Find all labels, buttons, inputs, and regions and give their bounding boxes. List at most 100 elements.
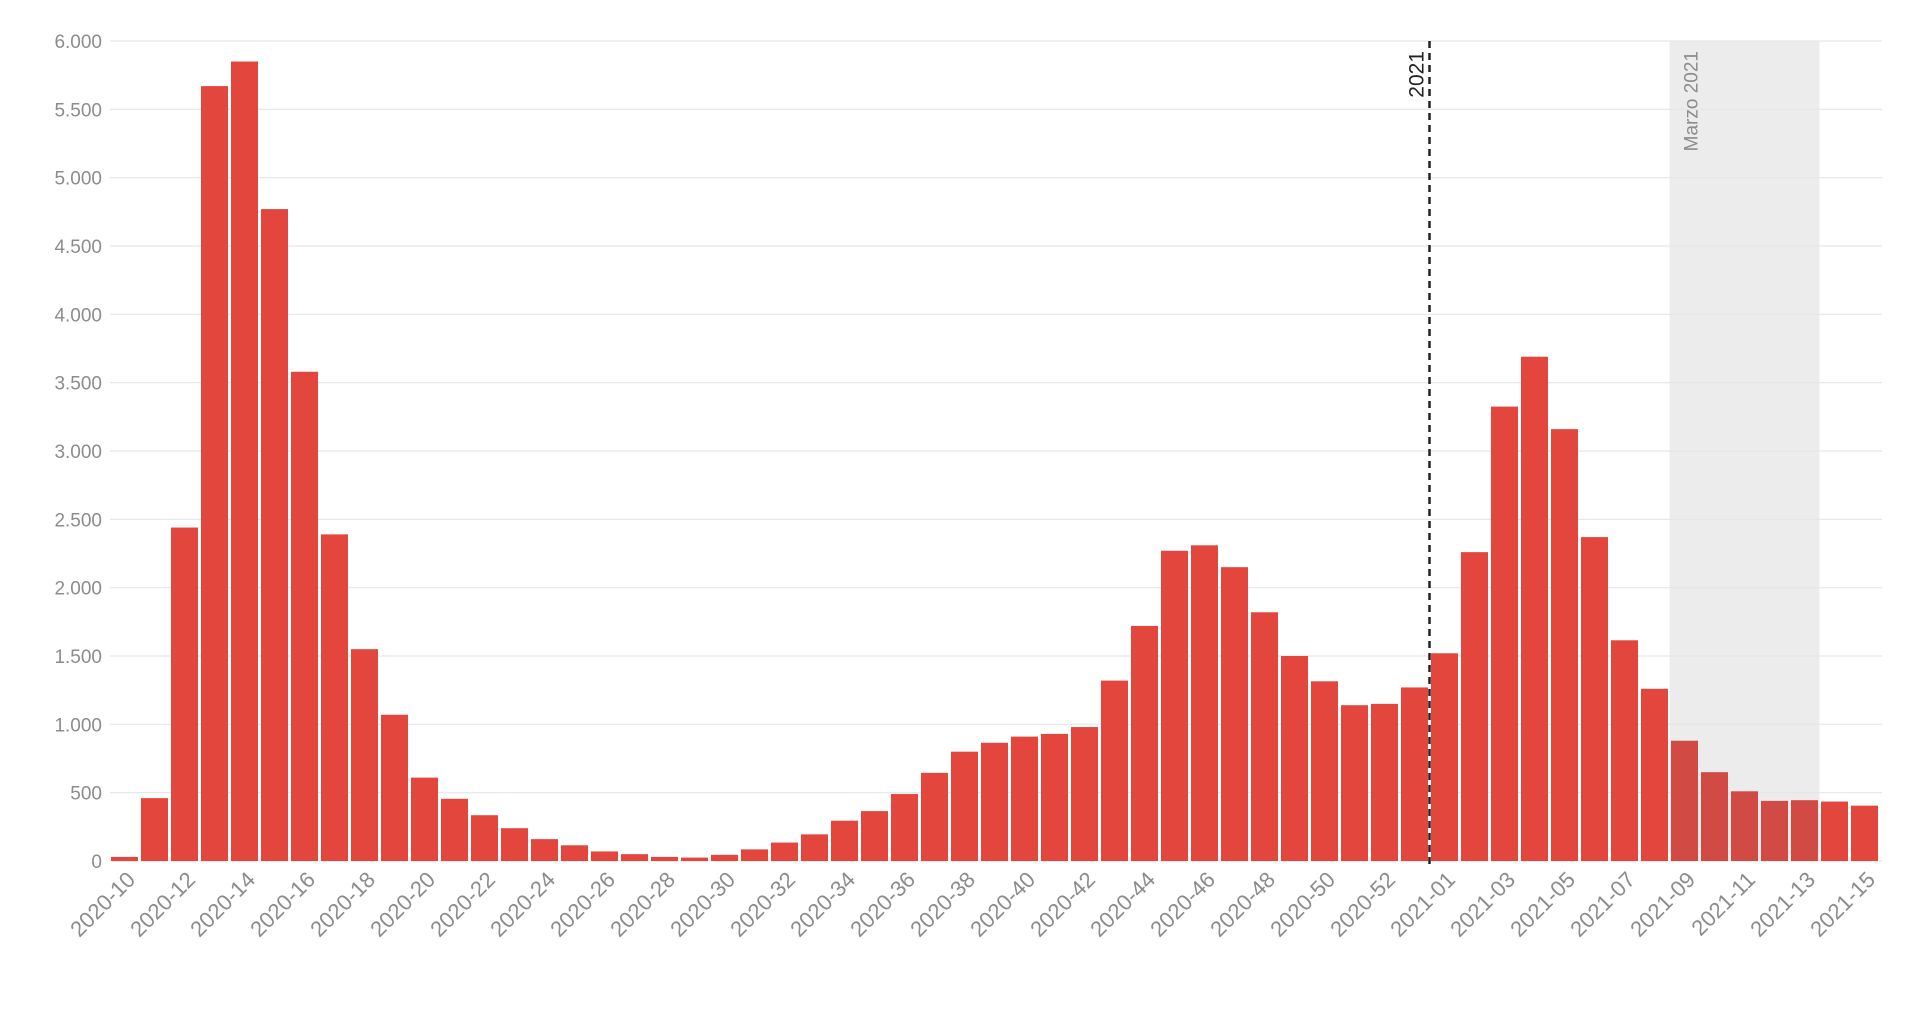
year-divider-label: 2021: [1406, 51, 1429, 98]
x-tick-label: 2020-28: [605, 867, 680, 942]
bar: [1821, 801, 1848, 861]
bar: [1551, 429, 1578, 861]
bar: [1851, 805, 1878, 861]
bar: [1791, 800, 1818, 861]
x-tick-label: 2020-26: [545, 867, 620, 942]
bar: [141, 798, 168, 861]
x-tick-label: 2020-44: [1085, 867, 1160, 942]
bar: [351, 649, 378, 861]
y-tick-label: 2.000: [54, 579, 102, 600]
x-tick-label: 2020-18: [305, 867, 380, 942]
bar: [291, 371, 318, 861]
bar: [1491, 406, 1518, 861]
bar: [1761, 800, 1788, 861]
x-tick-label: 2021-15: [1805, 867, 1880, 942]
x-tick-label: 2020-16: [245, 867, 320, 942]
bar: [771, 842, 798, 861]
bar: [1191, 545, 1218, 861]
y-tick-label: 3.000: [54, 442, 102, 463]
x-tick-label: 2020-20: [365, 867, 440, 942]
bar: [861, 811, 888, 861]
x-tick-label: 2020-38: [905, 867, 980, 942]
bars-layer: [111, 61, 1878, 862]
y-tick-label: 3.500: [54, 374, 102, 395]
bar: [1251, 612, 1278, 861]
x-tick-label: 2020-42: [1025, 867, 1100, 942]
bar: [621, 854, 648, 861]
x-tick-label: 2020-10: [65, 867, 140, 942]
highlight-band-label: Marzo 2021: [1682, 51, 1703, 151]
bar: [831, 820, 858, 861]
y-axis: 0 500 1.000 1.500 2.000 2.500 3.000 3.500 4.000 4…: [54, 32, 102, 873]
x-tick-label: 2020-52: [1325, 867, 1400, 942]
bar: [1161, 550, 1188, 861]
bar: [231, 61, 258, 861]
bar: [1431, 653, 1458, 861]
bar: [471, 815, 498, 861]
bar: [891, 794, 918, 861]
x-tick-label: 2020-24: [485, 867, 560, 942]
x-tick-label: 2021-09: [1625, 867, 1700, 942]
x-tick-label: 2020-12: [125, 867, 200, 942]
x-tick-label: 2020-50: [1265, 867, 1340, 942]
bar: [741, 849, 768, 861]
bar: [1731, 791, 1758, 861]
x-tick-label: 2020-34: [785, 867, 860, 942]
bar: [1341, 705, 1368, 861]
bar: [801, 834, 828, 861]
bar: [1221, 567, 1248, 861]
bar: [1131, 625, 1158, 861]
x-axis: 2020-102020-122020-142020-162020-182020-…: [65, 867, 1880, 942]
bar: [591, 851, 618, 861]
y-tick-label: 0: [91, 852, 102, 873]
bar: [1101, 680, 1128, 861]
bar: [711, 854, 738, 861]
bar: [411, 777, 438, 861]
x-tick-label: 2021-03: [1445, 867, 1520, 942]
x-tick-label: 2020-32: [725, 867, 800, 942]
bar: [1701, 772, 1728, 861]
bar: [1071, 727, 1098, 861]
bar: [651, 856, 678, 861]
bar: [1401, 687, 1428, 861]
bar: [561, 845, 588, 861]
y-tick-label: 500: [70, 784, 102, 805]
x-tick-label: 2021-05: [1505, 867, 1580, 942]
x-tick-label: 2020-30: [665, 867, 740, 942]
bar: [1671, 740, 1698, 861]
x-tick-label: 2020-46: [1145, 867, 1220, 942]
bar: [441, 798, 468, 861]
x-tick-label: 2020-48: [1205, 867, 1280, 942]
bar: [1581, 537, 1608, 861]
bar: [1641, 688, 1668, 861]
x-tick-label: 2021-01: [1385, 867, 1460, 942]
bar: [1281, 656, 1308, 861]
bar: [111, 856, 138, 861]
bar: [201, 86, 228, 862]
x-tick-label: 2021-11: [1686, 867, 1760, 941]
bar: [1311, 681, 1338, 861]
bar: [531, 839, 558, 861]
bar: [1011, 736, 1038, 861]
bar: [1521, 356, 1548, 861]
y-tick-label: 4.500: [54, 237, 102, 258]
x-tick-label: 2020-14: [185, 867, 260, 942]
bar: [261, 209, 288, 862]
bar: [951, 751, 978, 861]
bar: [501, 828, 528, 861]
y-tick-label: 4.000: [54, 305, 102, 326]
bar: [681, 857, 708, 861]
bar: [1461, 552, 1488, 861]
bar: [1041, 733, 1068, 861]
bar: [381, 714, 408, 861]
y-tick-label: 5.000: [54, 169, 102, 190]
bar: [171, 527, 198, 861]
y-tick-label: 6.000: [54, 32, 102, 53]
y-tick-label: 2.500: [54, 510, 102, 531]
x-tick-label: 2020-40: [965, 867, 1040, 942]
y-tick-label: 1.500: [54, 647, 102, 668]
bar: [1371, 703, 1398, 861]
y-tick-label: 1.000: [54, 715, 102, 736]
